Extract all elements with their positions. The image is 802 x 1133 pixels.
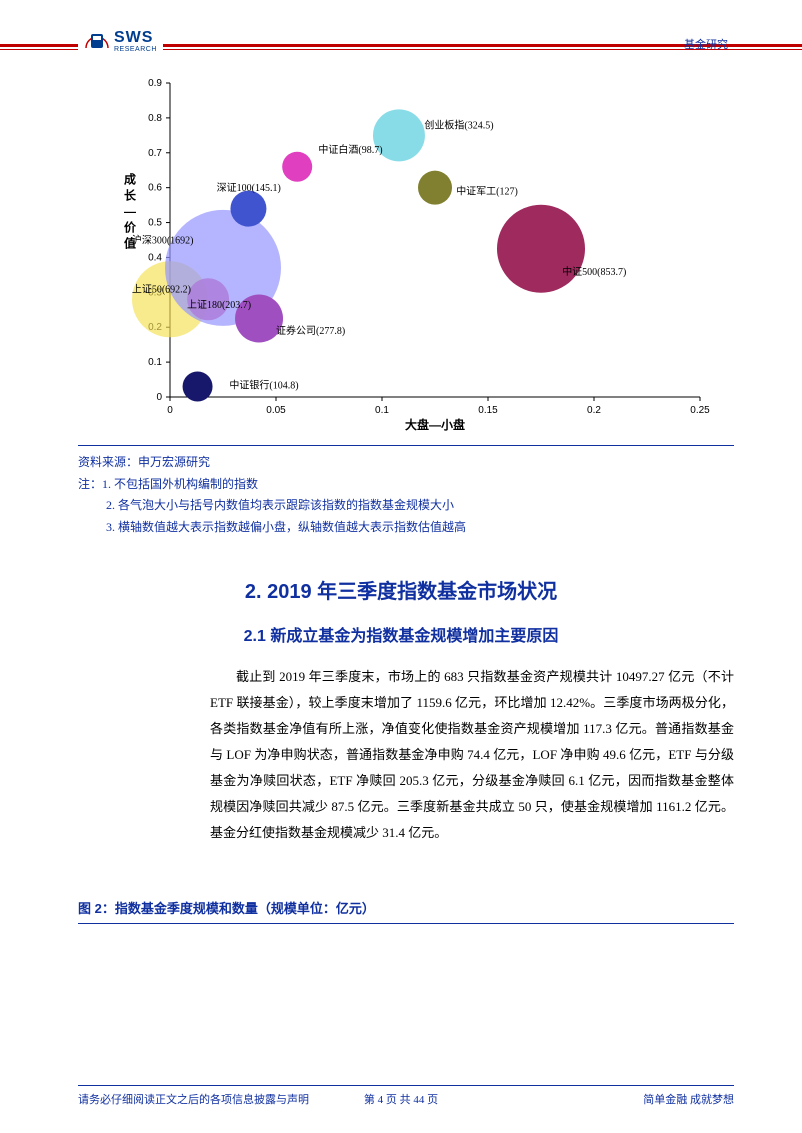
svg-text:中证军工(127): 中证军工(127) <box>456 185 518 198</box>
svg-text:中证银行(104.8): 中证银行(104.8) <box>229 378 298 391</box>
body-paragraph: 截止到 2019 年三季度末，市场上的 683 只指数基金资产规模共计 1049… <box>210 664 734 846</box>
footer-rule <box>78 1085 734 1086</box>
svg-text:0.25: 0.25 <box>690 405 710 416</box>
svg-text:0: 0 <box>167 405 173 416</box>
svg-text:—: — <box>124 204 136 218</box>
svg-text:0.7: 0.7 <box>148 148 162 159</box>
figure-2-caption: 图 2：指数基金季度规模和数量（规模单位：亿元） <box>78 898 734 924</box>
note-2: 2. 各气泡大小与括号内数值均表示跟踪该指数的指数基金规模大小 <box>78 495 734 517</box>
logo-text: SWS RESEARCH <box>114 30 157 53</box>
svg-text:大盘—小盘: 大盘—小盘 <box>405 417 465 432</box>
svg-text:创业板指(324.5): 创业板指(324.5) <box>424 118 493 131</box>
svg-text:中证500(853.7): 中证500(853.7) <box>562 265 626 278</box>
svg-text:沪深300(1692): 沪深300(1692) <box>132 233 194 246</box>
header-category: 基金研究 <box>684 36 728 52</box>
logo-sub: RESEARCH <box>114 46 157 53</box>
svg-text:0.8: 0.8 <box>148 113 162 124</box>
svg-text:0.2: 0.2 <box>587 405 601 416</box>
divider <box>78 445 734 446</box>
svg-text:成: 成 <box>124 171 136 186</box>
subsection-heading: 2.1 新成立基金为指数基金规模增加主要原因 <box>0 622 802 646</box>
svg-text:0.1: 0.1 <box>148 357 162 368</box>
svg-text:值: 值 <box>124 235 136 250</box>
footer-slogan: 简单金融 成就梦想 <box>643 1091 734 1107</box>
svg-text:0.05: 0.05 <box>266 405 286 416</box>
svg-text:证券公司(277.8): 证券公司(277.8) <box>276 324 345 337</box>
note-1: 注：1. 不包括国外机构编制的指数 <box>78 474 734 496</box>
divider <box>78 923 734 924</box>
svg-text:0.9: 0.9 <box>148 78 162 89</box>
logo-main: SWS <box>114 30 157 46</box>
svg-text:长: 长 <box>124 187 137 202</box>
svg-text:0.5: 0.5 <box>148 218 162 229</box>
svg-text:0: 0 <box>156 392 162 403</box>
svg-text:0.6: 0.6 <box>148 183 162 194</box>
logo: SWS RESEARCH <box>78 28 163 54</box>
source-text: 资料来源：申万宏源研究 <box>78 452 734 474</box>
bubble-chart: 00.10.20.30.40.50.60.70.80.900.050.10.15… <box>120 75 710 435</box>
page-header: SWS RESEARCH 基金研究 <box>0 32 802 72</box>
svg-text:0.4: 0.4 <box>148 252 162 263</box>
svg-text:深证100(145.1): 深证100(145.1) <box>217 182 281 194</box>
svg-text:上证180(203.7): 上证180(203.7) <box>187 299 251 311</box>
svg-text:中证白酒(98.7): 中证白酒(98.7) <box>318 143 382 156</box>
note-3: 3. 横轴数值越大表示指数越偏小盘，纵轴数值越大表示指数估值越高 <box>78 517 734 539</box>
page-footer: 请务必仔细阅读正文之后的各项信息披露与声明 第 4 页 共 44 页 简单金融 … <box>0 1085 802 1105</box>
chart-source-block: 资料来源：申万宏源研究 注：1. 不包括国外机构编制的指数 2. 各气泡大小与括… <box>78 445 734 538</box>
svg-text:0.15: 0.15 <box>478 405 498 416</box>
section-heading: 2. 2019 年三季度指数基金市场状况 <box>0 575 802 604</box>
sws-logo-icon <box>84 28 110 54</box>
svg-text:价: 价 <box>124 220 137 234</box>
svg-text:0.1: 0.1 <box>375 405 389 416</box>
svg-text:上证50(692.2): 上证50(692.2) <box>132 283 191 295</box>
